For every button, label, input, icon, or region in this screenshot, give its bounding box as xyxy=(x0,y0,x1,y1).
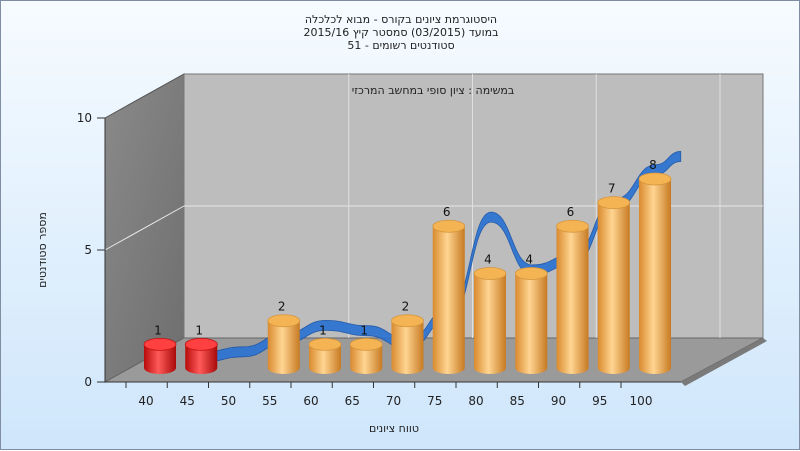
bar-body xyxy=(309,344,341,374)
bar-value-label: 4 xyxy=(484,252,492,266)
bar-top xyxy=(391,314,424,328)
bar-70 xyxy=(391,314,424,374)
bar-value-label: 6 xyxy=(443,205,451,219)
bar-40 xyxy=(143,337,177,374)
bar-body xyxy=(639,178,671,374)
x-tick-label: 95 xyxy=(592,394,607,408)
gridline-left xyxy=(104,205,185,251)
bar-value-label: 1 xyxy=(154,323,162,337)
x-tick-label: 75 xyxy=(427,394,442,408)
chart-header-line-1: היסטוגרמת ציונים בקורס - מבוא לכלכלה xyxy=(304,13,498,26)
x-tick-label: 65 xyxy=(345,394,360,408)
x-tick-label: 80 xyxy=(468,394,483,408)
bar-top xyxy=(514,267,548,280)
x-tick-label: 50 xyxy=(221,394,236,408)
bar-body xyxy=(350,344,383,374)
bar-body xyxy=(597,202,630,374)
bar-top xyxy=(556,219,589,233)
y-axis-label: מספר סטודנטים xyxy=(36,212,49,288)
bar-body xyxy=(391,320,424,374)
x-tick-label: 70 xyxy=(386,394,401,408)
bars-group xyxy=(143,172,672,374)
bar-value-label: 8 xyxy=(649,158,657,172)
y-tick-label: 10 xyxy=(77,111,92,125)
bar-65 xyxy=(349,337,383,374)
bar-75 xyxy=(432,219,466,374)
chart-header-line-3: סטודנטים רשומים - 51 xyxy=(347,39,455,52)
bar-value-label: 4 xyxy=(525,252,533,266)
floor-edge xyxy=(681,338,767,386)
bar-labels-group: 1 1 2 1 1 2 6 4 4 6 7 8 xyxy=(154,158,657,337)
x-tick-label: 45 xyxy=(180,394,195,408)
chart-header-line-2: במועד (03/2015) סמסטר קיץ 2015/16 xyxy=(303,26,499,39)
bar-top xyxy=(308,337,342,351)
y-tick-label: 0 xyxy=(84,375,92,389)
bar-45 xyxy=(184,337,218,374)
bar-85 xyxy=(514,267,548,374)
x-tick-label: 90 xyxy=(551,394,566,408)
bar-body xyxy=(185,344,218,374)
bar-body xyxy=(474,273,506,374)
x-tick-label: 60 xyxy=(303,394,318,408)
bar-60 xyxy=(308,337,342,374)
x-axis-label: טווח ציונים xyxy=(369,422,419,435)
bar-80 xyxy=(473,267,507,374)
x-tick-label: 85 xyxy=(510,394,525,408)
y-tick-label: 5 xyxy=(84,243,92,257)
bar-value-label: 1 xyxy=(360,323,368,337)
bar-value-label: 2 xyxy=(402,300,410,314)
bar-body xyxy=(432,226,465,374)
x-ticks-group: 40 45 50 55 60 65 70 75 80 85 90 95 100 xyxy=(125,382,653,408)
bar-value-label: 6 xyxy=(567,205,575,219)
bar-value-label: 1 xyxy=(319,323,327,337)
bar-top xyxy=(473,267,507,280)
bar-top xyxy=(267,314,301,328)
bar-55 xyxy=(267,314,301,374)
chart-inner-title: במשימה : ציון סופי במחשב המרכזי xyxy=(352,84,515,97)
bar-top xyxy=(184,337,218,351)
bar-90 xyxy=(556,219,589,374)
bar-top xyxy=(638,172,672,186)
x-tick-label: 100 xyxy=(630,394,653,408)
bar-100 xyxy=(638,172,672,374)
y-ticks-group: 0 5 10 xyxy=(77,111,105,389)
bar-95 xyxy=(597,196,631,374)
bar-top xyxy=(143,337,177,351)
bar-value-label: 2 xyxy=(278,300,286,314)
bar-body xyxy=(267,320,300,374)
bar-top xyxy=(349,337,383,351)
x-tick-label: 55 xyxy=(262,394,277,408)
bar-value-label: 1 xyxy=(195,323,203,337)
bar-value-label: 7 xyxy=(608,182,616,196)
bar-top xyxy=(432,219,466,233)
bar-body xyxy=(556,226,589,374)
bar-top xyxy=(597,196,631,210)
x-tick-label: 40 xyxy=(138,394,153,408)
bar-body xyxy=(144,344,176,374)
bar-body xyxy=(515,273,548,374)
